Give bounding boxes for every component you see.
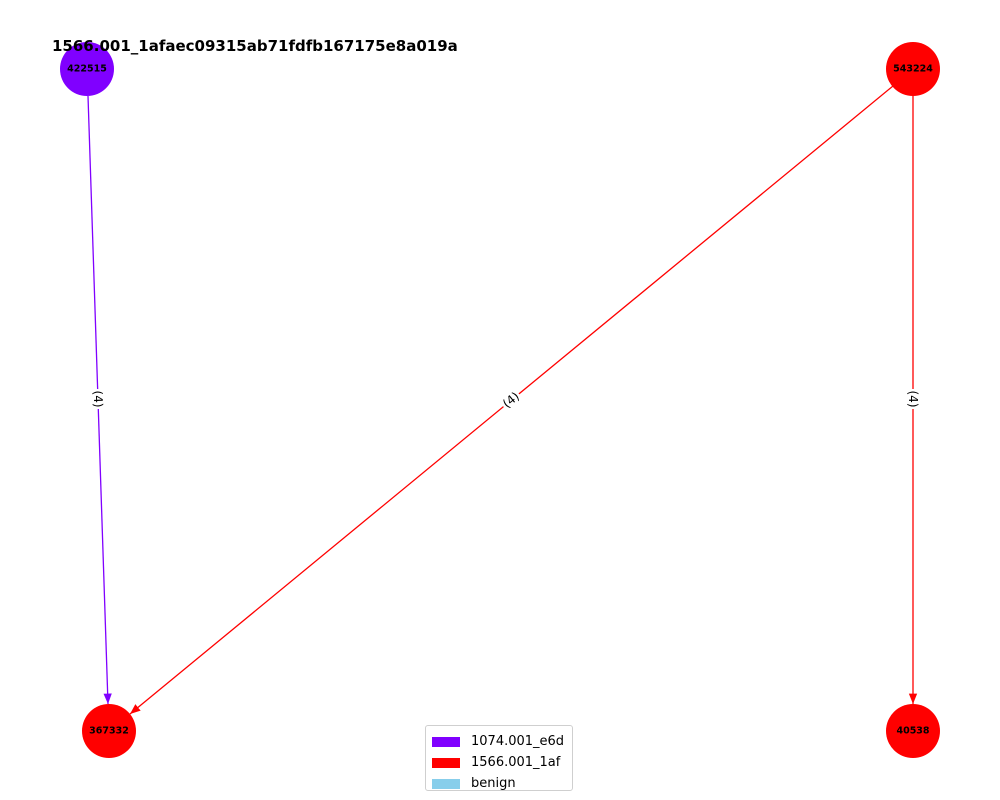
node-367332[interactable]: 367332	[82, 704, 136, 758]
edge-label-422515-367332: (4)	[89, 388, 107, 410]
legend-label-1074: 1074.001_e6d	[471, 734, 565, 749]
node-543224[interactable]: 543224	[886, 42, 940, 96]
svg-text:422515: 422515	[67, 64, 107, 75]
edge-label-543224-367332: (4)	[498, 387, 524, 413]
legend-swatch-1074	[432, 736, 460, 747]
legend-item-benign: benign	[432, 773, 566, 794]
svg-text:40538: 40538	[896, 726, 929, 737]
graph-title: 1566.001_1afaec09315ab71fdfb167175e8a019…	[52, 37, 458, 55]
node-40538[interactable]: 40538	[886, 704, 940, 758]
legend: 1074.001_e6d 1566.001_1af benign	[425, 725, 573, 791]
legend-label-1566: 1566.001_1af	[471, 755, 561, 770]
legend-swatch-benign	[432, 778, 460, 789]
svg-text:367332: 367332	[89, 726, 129, 737]
node-422515[interactable]: 422515	[60, 42, 114, 96]
legend-item-1566: 1566.001_1af	[432, 752, 566, 773]
legend-swatch-1566	[432, 757, 460, 768]
legend-label-benign: benign	[471, 776, 516, 791]
svg-text:543224: 543224	[893, 64, 933, 75]
edge-label-543224-40538: (4)	[905, 389, 921, 409]
svg-text:(4): (4)	[906, 391, 920, 408]
svg-text:(4): (4)	[91, 390, 106, 407]
legend-item-1074: 1074.001_e6d	[432, 731, 566, 752]
